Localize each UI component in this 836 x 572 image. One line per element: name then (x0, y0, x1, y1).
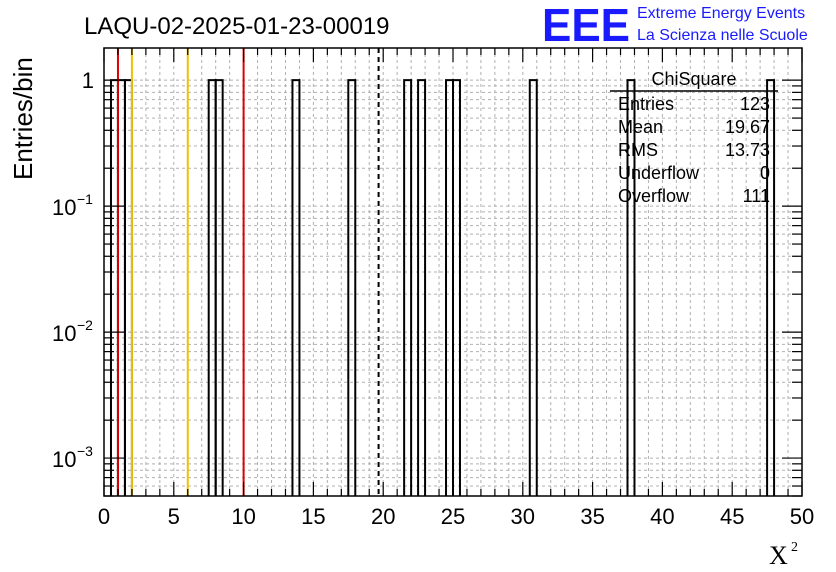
x-tick-label: 35 (580, 504, 604, 529)
y-axis-label: Entries/bin (8, 57, 38, 180)
logo-line2: La Scienza nelle Scuole (637, 27, 808, 44)
histogram-bin (214, 79, 224, 496)
stats-row-value: 13.73 (725, 140, 770, 160)
y-tick-label: 1 (82, 68, 94, 93)
histogram-bin (403, 79, 413, 496)
y-tick-label: 10 (52, 321, 76, 346)
histogram-bin (417, 79, 427, 496)
reference-lines (116, 48, 380, 496)
stats-row-value: 19.67 (725, 117, 770, 137)
histogram-bin (445, 79, 454, 496)
logo-mark: EEE (542, 0, 630, 51)
x-axis-label-exponent: 2 (791, 540, 798, 555)
histogram-bin (109, 79, 119, 496)
x-tick-label: 20 (371, 504, 395, 529)
histogram-bin (528, 79, 538, 496)
histogram-bin (123, 79, 133, 496)
y-tick-label: 10 (52, 447, 76, 472)
x-tick-label: 0 (98, 504, 110, 529)
histogram-bin (626, 79, 636, 496)
stats-row-label: Underflow (618, 163, 700, 183)
stats-rows: Entries 123 Mean 19.67 RMS 13.73 Underflow 0 Ove… (618, 94, 770, 206)
stats-row-value: 0 (760, 163, 770, 183)
stats-row-label: Mean (618, 117, 663, 137)
x-axis-label: X 2 (769, 540, 798, 570)
histogram-bin (347, 79, 357, 496)
eee-logo: EEE Extreme Energy Events La Scienza nel… (542, 0, 808, 51)
stats-row-value: 123 (740, 94, 770, 114)
histogram-bars (109, 79, 776, 496)
x-axis-label-base: X (769, 541, 788, 570)
histogram-bin (291, 79, 301, 496)
y-tick-label-exponent: −1 (77, 191, 93, 207)
y-tick-label-exponent: −3 (77, 443, 93, 459)
logo-line1: Extreme Energy Events (637, 5, 805, 22)
x-tick-label: 15 (301, 504, 325, 529)
stats-box: ChiSquare Entries 123 Mean 19.67 RMS 13.73 Und… (610, 69, 778, 206)
x-tick-label: 50 (790, 504, 814, 529)
x-tick-label: 5 (168, 504, 180, 529)
stats-row-value: 111 (743, 186, 770, 206)
histogram-bin (452, 79, 461, 496)
y-tick-label-exponent: −2 (77, 317, 93, 333)
stats-row-label: Entries (618, 94, 674, 114)
x-tick-label: 25 (441, 504, 465, 529)
histogram-bin (766, 79, 776, 496)
stats-row-label: RMS (618, 140, 658, 160)
histogram-bin (207, 79, 217, 496)
histogram-bin (116, 79, 126, 496)
x-tick-label: 10 (231, 504, 255, 529)
x-tick-label: 30 (511, 504, 535, 529)
stats-row-label: Overflow (618, 186, 690, 206)
x-tick-label: 40 (650, 504, 674, 529)
axes (103, 47, 803, 497)
y-tick-label: 10 (52, 195, 76, 220)
x-tick-label: 45 (720, 504, 744, 529)
stats-box-title: ChiSquare (651, 69, 736, 89)
chart-title: LAQU-02-2025-01-23-00019 (84, 13, 390, 40)
